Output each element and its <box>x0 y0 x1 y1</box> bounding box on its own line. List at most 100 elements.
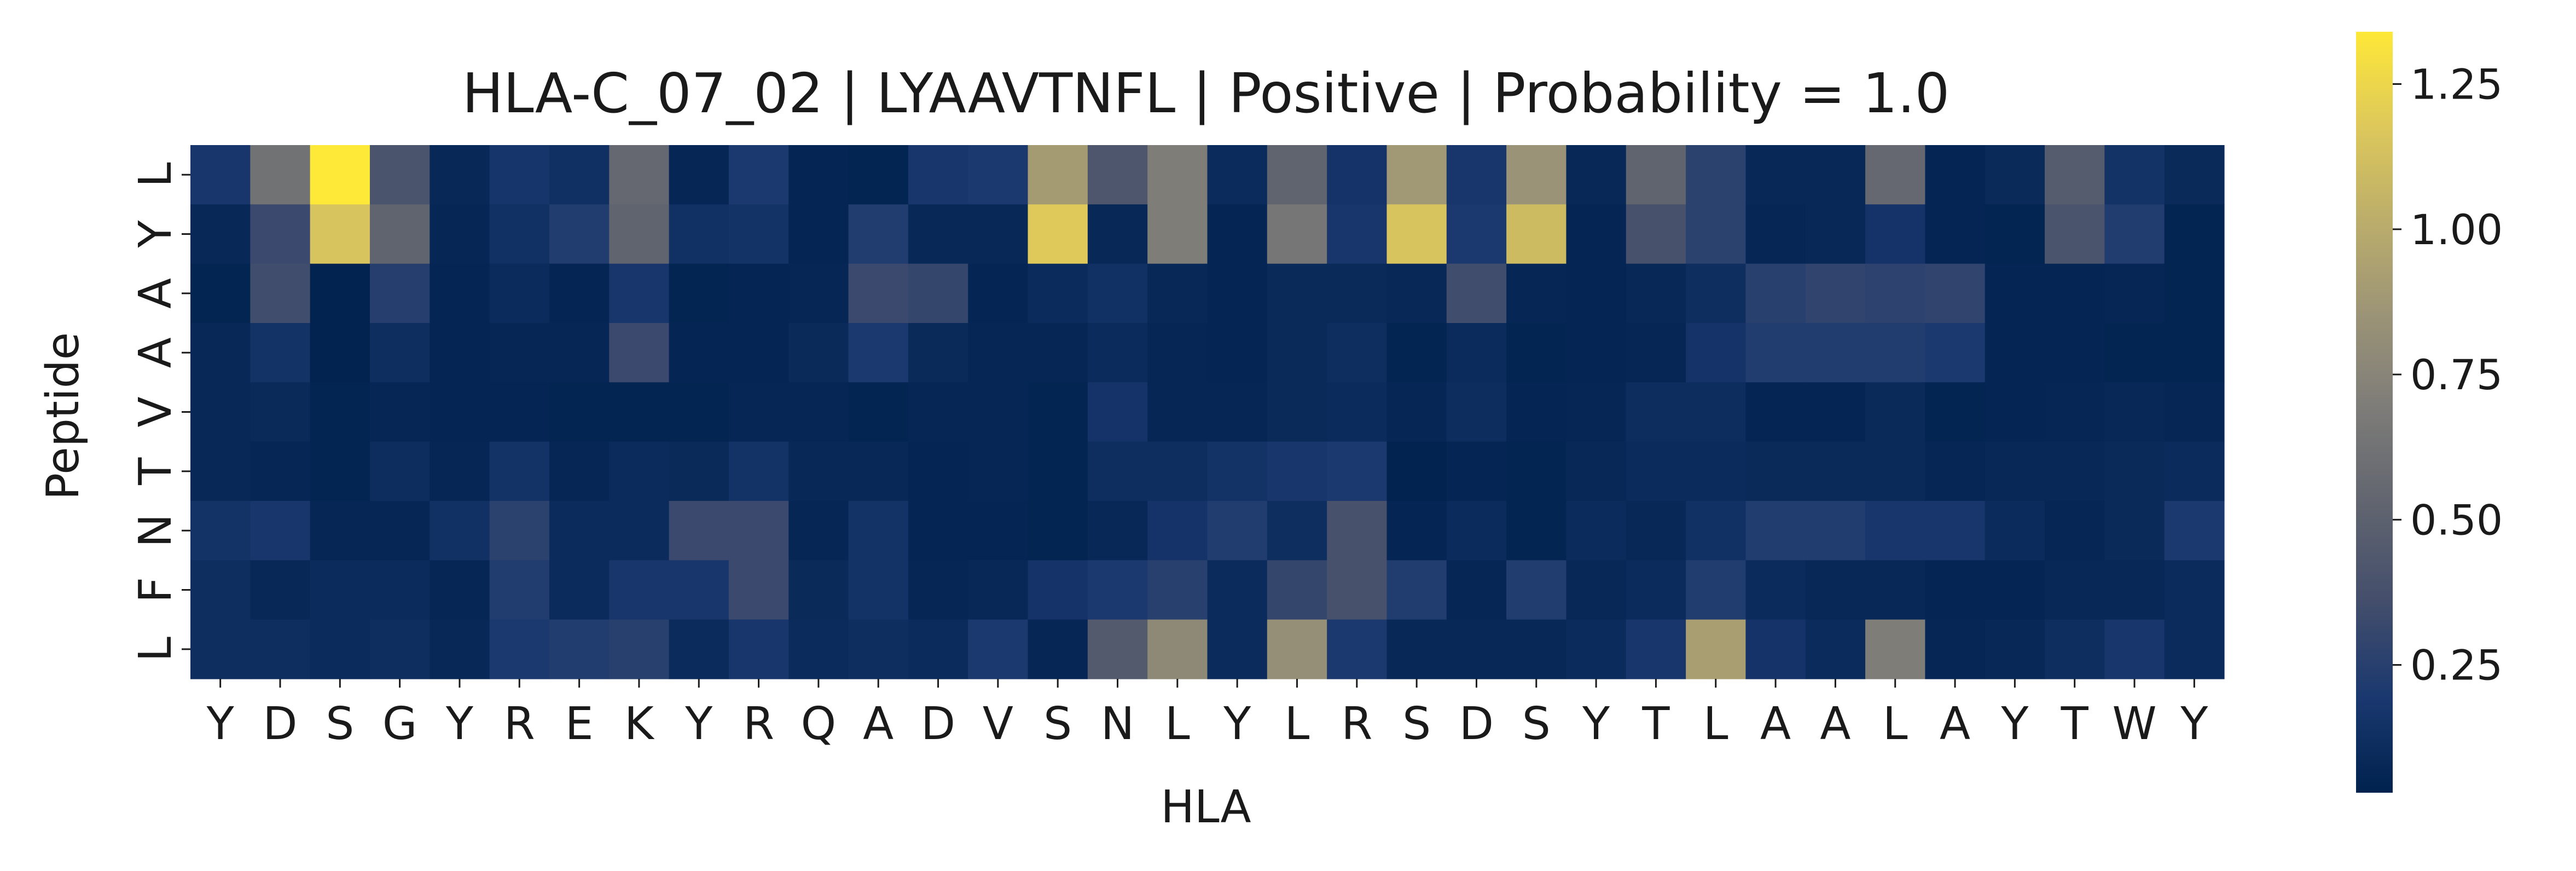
heatmap-cell <box>728 263 789 324</box>
heatmap-cell <box>908 145 968 205</box>
heatmap-cell <box>1626 145 1686 205</box>
heatmap-cell <box>489 619 550 679</box>
y-tick-label: A <box>130 278 182 309</box>
heatmap-cell <box>190 204 251 264</box>
heatmap-cell <box>1566 382 1627 442</box>
heatmap-cell <box>1147 263 1208 324</box>
heatmap-cell <box>1566 441 1627 501</box>
heatmap-cell <box>908 619 968 679</box>
x-tick-label: Y <box>684 698 713 750</box>
heatmap-cell <box>1985 382 2045 442</box>
heatmap-cell <box>1865 382 1925 442</box>
heatmap-cell <box>848 441 909 501</box>
heatmap-cell <box>1925 382 1986 442</box>
heatmap-cell <box>250 382 311 442</box>
heatmap-cell <box>968 619 1029 679</box>
heatmap-cell <box>848 619 909 679</box>
y-tick-label: V <box>130 396 182 427</box>
heatmap-cell <box>1327 263 1388 324</box>
heatmap-cell <box>1446 145 1507 205</box>
y-tick-label: F <box>130 577 182 603</box>
heatmap-cell <box>1028 145 1088 205</box>
heatmap-cell <box>908 323 968 383</box>
heatmap-cell <box>1686 263 1747 324</box>
heatmap-cell <box>250 263 311 324</box>
heatmap-cell <box>1985 263 2045 324</box>
x-tick-label: A <box>1760 698 1791 750</box>
heatmap-cell <box>1686 501 1747 561</box>
heatmap-cell <box>728 145 789 205</box>
heatmap-cell <box>1147 560 1208 620</box>
x-tick-label: L <box>1883 698 1908 750</box>
x-tick-label: Y <box>1582 698 1610 750</box>
heatmap-cell <box>2164 263 2225 324</box>
heatmap-cell <box>2164 145 2225 205</box>
heatmap-cell <box>848 323 909 383</box>
heatmap-cell <box>728 501 789 561</box>
colorbar <box>2356 32 2393 793</box>
heatmap-cell <box>1147 501 1208 561</box>
heatmap-cell <box>1327 560 1388 620</box>
x-tick-label: T <box>2061 698 2089 750</box>
x-tick-label: D <box>1459 698 1494 750</box>
heatmap-cell <box>310 323 370 383</box>
heatmap-cell <box>430 323 490 383</box>
heatmap-cell <box>1686 619 1747 679</box>
heatmap-cell <box>1506 263 1567 324</box>
heatmap-cell <box>549 382 610 442</box>
x-tick-label: Q <box>801 698 837 750</box>
heatmap-cell <box>1626 382 1686 442</box>
heatmap-cell <box>310 145 370 205</box>
heatmap-cell <box>1985 145 2045 205</box>
heatmap-cell <box>2164 501 2225 561</box>
heatmap-cell <box>549 441 610 501</box>
heatmap-cell <box>1745 145 1806 205</box>
heatmap-cell <box>908 382 968 442</box>
heatmap-cell <box>1267 501 1327 561</box>
heatmap-cell <box>190 263 251 324</box>
heatmap-cell <box>2164 619 2225 679</box>
heatmap-cell <box>908 441 968 501</box>
heatmap-cell <box>489 204 550 264</box>
heatmap-cell <box>1386 382 1447 442</box>
heatmap-cell <box>1327 441 1388 501</box>
heatmap-cell <box>968 263 1029 324</box>
heatmap-cell <box>1446 560 1507 620</box>
heatmap-cell <box>1805 204 1866 264</box>
x-tick-label: Y <box>445 698 474 750</box>
heatmap-cell <box>190 145 251 205</box>
heatmap-cell <box>430 145 490 205</box>
heatmap-cell <box>1686 145 1747 205</box>
heatmap-cell <box>669 560 729 620</box>
heatmap-cell <box>1566 204 1627 264</box>
heatmap-cell <box>369 382 430 442</box>
heatmap-cell <box>1805 263 1866 324</box>
heatmap-cell <box>2104 145 2165 205</box>
y-axis-label: Peptide <box>37 332 89 500</box>
heatmap-cell <box>908 501 968 561</box>
heatmap-cell <box>1147 619 1208 679</box>
heatmap-cell <box>1087 323 1148 383</box>
heatmap-cell <box>1147 382 1208 442</box>
heatmap-cell <box>1207 619 1268 679</box>
heatmap-cell <box>1626 501 1686 561</box>
heatmap-cell <box>489 263 550 324</box>
heatmap-cell <box>1446 323 1507 383</box>
heatmap-cell <box>190 560 251 620</box>
heatmap-cell <box>968 145 1029 205</box>
heatmap-cell <box>430 263 490 324</box>
heatmap-cell <box>908 560 968 620</box>
heatmap-cell <box>1446 382 1507 442</box>
heatmap-cell <box>250 145 311 205</box>
heatmap-cell <box>1626 560 1686 620</box>
heatmap-cell <box>2104 263 2165 324</box>
heatmap-cell <box>1147 323 1208 383</box>
heatmap-cell <box>1686 323 1747 383</box>
heatmap-cell <box>310 382 370 442</box>
heatmap-cell <box>848 560 909 620</box>
x-tick-label: T <box>1641 698 1670 750</box>
colorbar-ticks: 0.25 0.50 0.75 1.00 1.25 <box>2393 60 2503 690</box>
heatmap-cell <box>1805 145 1866 205</box>
heatmap-cell <box>489 501 550 561</box>
